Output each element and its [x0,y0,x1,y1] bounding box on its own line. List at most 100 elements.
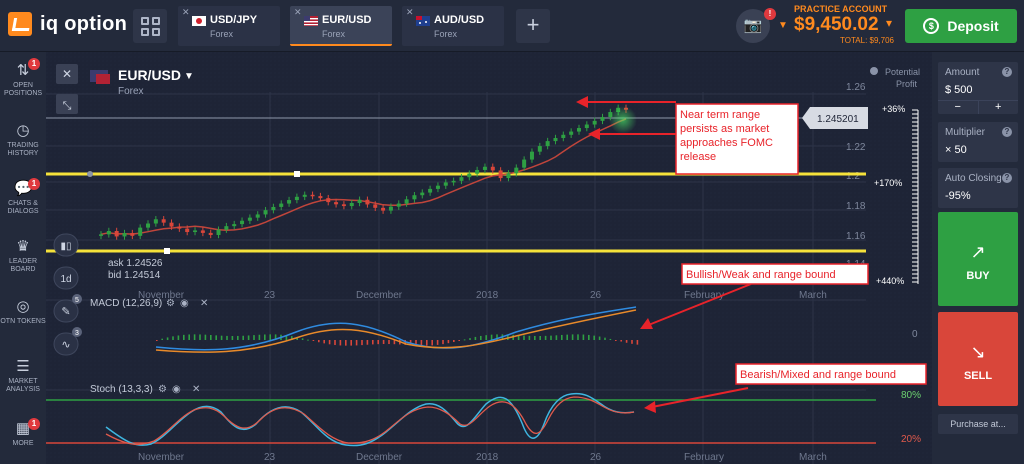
drawing-tools-button[interactable] [53,299,79,323]
eye-icon[interactable]: ◉ [180,298,189,309]
close-icon[interactable]: ✕ [294,7,302,17]
sidebar-item-open-positions[interactable]: ⇅ OPEN POSITIONS [0,62,46,98]
chart-type-button[interactable] [53,233,79,257]
time-tick: 26 [590,452,602,463]
candle-body [185,228,190,233]
deposit-button[interactable]: $ Deposit [905,9,1017,43]
buy-button[interactable]: ↗ BUY [938,212,1018,306]
close-icon[interactable]: ✕ [182,7,190,17]
macd-bar [355,340,358,346]
purchase-at-button[interactable]: Purchase at... [938,414,1018,434]
multiplier-value[interactable]: × 50 [945,144,967,156]
candle-body [146,223,151,228]
grid-menu-button[interactable] [133,9,167,43]
arrow-head-icon [576,96,588,108]
sell-button[interactable]: ↘ SELL [938,312,1018,406]
sidebar-item-label: OPEN POSITIONS [3,82,43,97]
stoch-panel: Stoch (13,3,3) ⚙ ◉ ✕ 80% 20% [46,384,921,447]
amount-box[interactable]: Amount ? $ 500 − + [938,62,1018,114]
candle-body [522,159,527,168]
macd-bar [420,340,423,346]
candle-body [232,224,237,227]
candle-body [475,169,480,174]
candle-body [255,214,260,218]
line-handle[interactable] [294,171,300,177]
help-icon[interactable]: ? [1002,67,1012,77]
help-icon[interactable] [870,67,878,75]
eye-icon[interactable]: ◉ [172,384,181,395]
candle-body [537,146,542,152]
macd-bar [361,340,363,346]
asset-tab-audusd[interactable]: ✕ AUD/USD Forex [402,6,504,46]
otn-icon: ◎ [16,298,30,315]
candle-body [161,219,166,223]
sidebar-item-label: OTN TOKENS [0,318,46,325]
candle-body [169,222,174,227]
add-tab-button[interactable]: + [516,9,550,43]
timeframe-button[interactable] [53,266,79,290]
macd-bar [577,334,579,340]
collapse-button[interactable] [56,94,78,114]
macd-bar [193,334,196,340]
account-label: PRACTICE ACCOUNT [794,4,888,14]
macd-bar [382,340,385,345]
settings-icon[interactable]: ⚙ [158,384,167,395]
time-tick: 23 [264,290,276,301]
multiplier-box[interactable]: Multiplier ? × 50 [938,122,1018,162]
close-icon[interactable]: ✕ [406,7,414,17]
asset-tab-usdjpy[interactable]: ✕ USD/JPY Forex [178,6,280,46]
macd-zero-label: 0 [912,329,918,340]
macd-bar [582,334,585,340]
amount-input[interactable]: $ 500 [945,84,973,96]
close-icon[interactable]: ✕ [192,384,200,395]
line-handle[interactable] [87,171,93,177]
collapse-icon[interactable]: ⤡ [63,100,72,112]
macd-bar [604,337,606,340]
macd-bar [453,340,455,343]
help-icon[interactable]: ? [1002,173,1012,183]
indicators-button[interactable] [53,332,79,356]
settings-icon[interactable]: ⚙ [166,298,175,309]
macd-bar [609,338,612,340]
pair-dropdown-icon[interactable]: ▼ [184,71,194,82]
account-dropdown-icon[interactable]: ▼ [778,20,788,31]
macd-bar [318,340,320,343]
candle-body [99,234,103,236]
account-caret-icon[interactable]: ▾ [886,16,893,30]
time-tick: 26 [590,290,602,301]
auto-closing-label: Auto Closing [945,173,1002,184]
amount-decrease-button[interactable]: − [938,101,979,114]
account-panel[interactable]: PRACTICE ACCOUNT $9,450.02 TOTAL: $9,706 [794,4,894,45]
macd-bar [555,335,558,340]
potential-profit-label: Potential Profit [885,67,920,89]
help-icon[interactable]: ? [1002,127,1012,137]
line-handle[interactable] [164,248,170,254]
macd-bar [220,335,223,340]
candle-body [545,141,550,147]
close-icon[interactable]: ✕ [62,67,72,81]
sidebar-item-label: MORE [12,440,34,447]
sidebar-item-otn[interactable]: ◎ OTN TOKENS [0,298,46,326]
sidebar-item-trading-history[interactable]: ◷ TRADING HISTORY [0,122,46,158]
chart-svg[interactable]: ✕ ⤡ EUR/USD ▼ Forex Potential Profit 1.26… [46,52,932,464]
sidebar-item-market-analysis[interactable]: ☰ MARKET ANALYSIS [0,358,46,394]
macd-bar [339,340,342,346]
asset-tab-eurusd[interactable]: ✕ EUR/USD Forex [290,6,392,46]
camera-icon[interactable]: 📷 [736,9,770,43]
close-chart-button[interactable] [56,64,78,84]
macd-bar [458,340,460,341]
top-bar: iq option ✕ USD/JPY Forex ✕ EUR/USD Fore… [0,0,1024,52]
sidebar-item-more[interactable]: ▦ MORE [0,420,46,448]
chart-area[interactable]: ✕ ⤡ EUR/USD ▼ Forex Potential Profit 1.26… [46,52,932,464]
chart-pair[interactable]: EUR/USD [118,67,181,83]
tab-type: Forex [322,29,346,39]
profit-label: +170% [874,178,902,188]
amount-increase-button[interactable]: + [995,101,1002,113]
auto-closing-box[interactable]: Auto Closing ? -95% [938,168,1018,208]
candle-body [529,151,534,160]
close-icon[interactable]: ✕ [200,298,208,309]
auto-closing-value[interactable]: -95% [945,190,971,202]
macd-bar [312,340,315,341]
sidebar-item-leaderboard[interactable]: ♛ LEADER BOARD [0,238,46,274]
logo[interactable]: iq option [8,12,127,36]
